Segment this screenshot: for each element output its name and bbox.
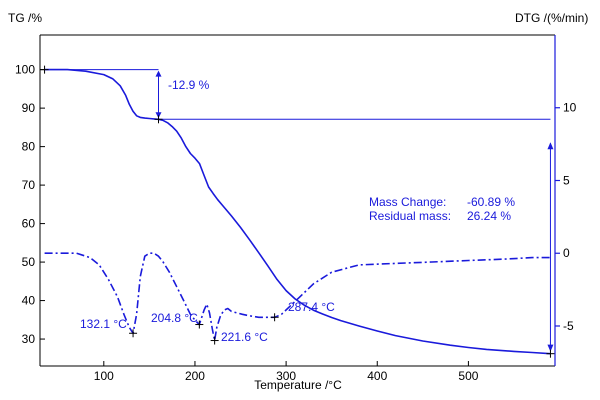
y-right-tick-label--5: -5 [563,319,574,333]
plot-frame [39,34,556,367]
y-right-tick-label-10: 10 [563,101,577,115]
x-tick-label-100: 100 [94,369,114,383]
tg-curve [44,68,551,355]
mass-change-arrow-up-head [547,142,554,150]
x-tick-label-200: 200 [185,369,205,383]
x-axis-title: Temperature /°C [254,378,342,392]
residual-mass-label: Residual mass: [369,209,451,223]
y-axis-right-title: DTG /(%/min) [515,11,588,25]
x-tick-label-300: 300 [276,369,296,383]
x-tick-label-500: 500 [458,369,478,383]
y-right-tick-label-0: 0 [563,246,570,260]
peak-label-205: 204.8 °C [151,311,198,325]
dtg-curve [44,252,551,342]
y-left-tick-label-40: 40 [22,294,36,308]
mass-change-arrow-down-head [547,344,554,352]
mass-change-value: -60.89 % [467,195,515,209]
y-left-tick-label-50: 50 [22,255,36,269]
peak-label-132: 132.1 °C [80,317,127,331]
peak-label-222: 221.6 °C [221,330,268,344]
y-left-tick-label-60: 60 [22,217,36,231]
y-right-tick-label-5: 5 [563,173,570,187]
x-tick-label-400: 400 [367,369,387,383]
axis-ticks: 100 200 300 400 500 30 40 50 60 70 80 90 100 -5 0 5 10 [15,63,577,383]
y-left-tick-label-30: 30 [22,332,36,346]
residual-mass-value: 26.24 % [467,209,511,223]
step-arrow-up-head [155,70,162,77]
peak-label-287: 287.4 °C [288,300,335,314]
y-axis-left-title: TG /% [8,11,42,25]
chart-marks [40,65,555,358]
mass-change-label: Mass Change: [369,195,446,209]
y-left-tick-label-80: 80 [22,140,36,154]
y-left-tick-label-70: 70 [22,178,36,192]
y-left-tick-label-100: 100 [15,63,35,77]
step-change-label: -12.9 % [168,78,210,92]
y-left-tick-label-90: 90 [22,101,36,115]
